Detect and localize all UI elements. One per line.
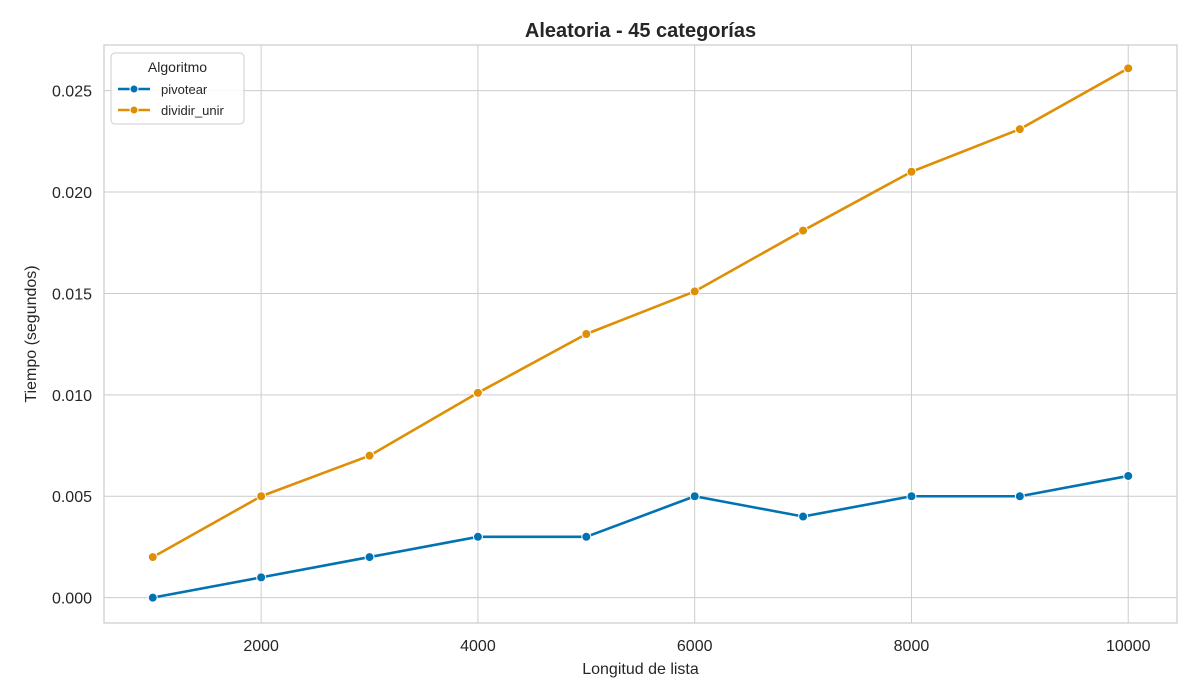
series-dividir_unir (147, 63, 1134, 563)
legend-marker-swatch (129, 105, 139, 115)
x-tick-label: 8000 (894, 638, 930, 655)
data-point-dividir_unir (798, 225, 809, 236)
data-point-dividir_unir (906, 166, 917, 177)
tick-labels: 2000 4000 6000 8000 10000 0.000 0.005 0.010 0.01… (52, 84, 1151, 655)
data-point-pivotear (906, 491, 917, 502)
legend-title: Algoritmo (148, 59, 207, 75)
series-layer (147, 63, 1134, 603)
data-point-dividir_unir (1123, 63, 1134, 74)
data-point-dividir_unir (147, 552, 158, 563)
y-tick-label: 0.025 (52, 84, 92, 101)
chart-title: Aleatoria - 45 categorías (525, 20, 756, 42)
data-point-dividir_unir (581, 329, 592, 339)
y-tick-label: 0.010 (52, 388, 92, 405)
series-pivotear (147, 470, 1134, 603)
legend-marker-swatch (129, 84, 139, 94)
data-point-pivotear (581, 531, 592, 542)
data-point-pivotear (798, 511, 809, 522)
legend-label: dividir_unir (161, 103, 225, 118)
data-point-pivotear (472, 531, 483, 542)
data-point-pivotear (1014, 491, 1025, 502)
legend: Algoritmo pivotear dividir_unir (110, 52, 245, 125)
y-tick-label: 0.015 (52, 286, 92, 303)
legend-label: pivotear (161, 82, 208, 97)
data-point-dividir_unir (1014, 124, 1025, 135)
legend-box (110, 52, 245, 125)
y-tick-label: 0.020 (52, 185, 92, 202)
data-point-pivotear (147, 592, 158, 603)
x-axis-label: Longitud de lista (582, 661, 699, 678)
data-point-pivotear (364, 552, 375, 563)
plot-frame (103, 44, 1178, 624)
data-point-dividir_unir (689, 286, 700, 297)
legend-entry: pivotear (118, 82, 208, 97)
data-point-dividir_unir (472, 387, 483, 398)
data-point-pivotear (256, 572, 267, 583)
data-point-pivotear (1123, 470, 1134, 481)
x-tick-label: 6000 (677, 638, 713, 655)
y-axis-label: Tiempo (segundos) (23, 265, 40, 402)
y-tick-label: 0.000 (52, 591, 92, 608)
legend-entries: pivotear dividir_unir (118, 82, 225, 118)
series-line-dividir_unir (151, 67, 1130, 559)
x-tick-label: 10000 (1106, 638, 1151, 655)
x-tick-label: 2000 (243, 638, 279, 655)
series-line-pivotear (151, 474, 1130, 599)
data-point-dividir_unir (256, 491, 267, 502)
y-tick-label: 0.005 (52, 489, 92, 506)
data-point-dividir_unir (364, 450, 375, 461)
x-tick-label: 4000 (460, 638, 496, 655)
data-point-pivotear (689, 491, 700, 502)
legend-entry: dividir_unir (118, 103, 225, 118)
